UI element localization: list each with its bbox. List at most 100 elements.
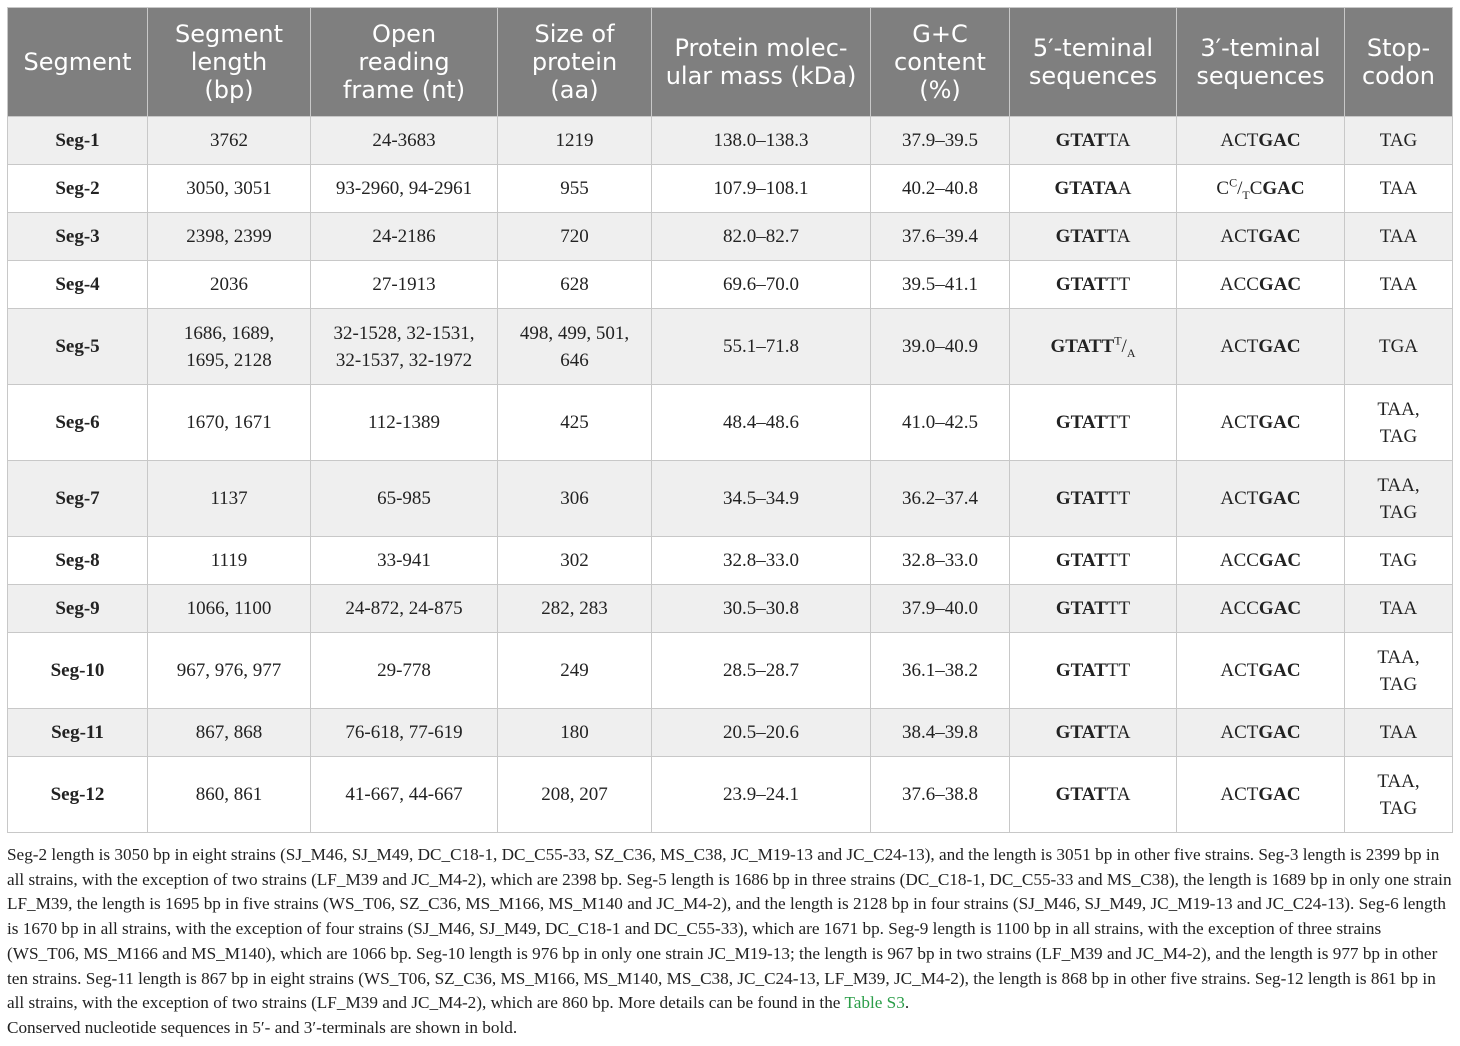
header-molecular-mass-line: Protein molec- — [674, 34, 848, 62]
cell-gc-content: 39.0–40.9 — [870, 308, 1010, 385]
variable-bases: ACT — [1220, 722, 1259, 743]
cell-segment-length-line: 1119 — [210, 550, 248, 571]
header-protein-size-line: protein — [531, 48, 618, 76]
cell-stop-codon-line: TAG — [1379, 425, 1418, 447]
variable-bases: ACT — [1220, 412, 1259, 433]
cell-segment: Seg-2 — [7, 164, 148, 213]
cell-orf-line: 32-1537, 32-1972 — [335, 349, 473, 371]
cell-orf: 112-1389 — [310, 384, 498, 461]
cell-three-terminal: ACTGAC — [1176, 460, 1345, 537]
cell-stop-codon-line: TAA — [1379, 274, 1418, 295]
variable-bases: TT — [1106, 550, 1131, 571]
cell-segment-length-line: 1137 — [210, 488, 248, 509]
header-five-terminal-line: 5′-teminal — [1032, 34, 1154, 62]
cell-protein-size-line: 180 — [560, 722, 589, 743]
table-row: Seg-5 1686, 1689, 1695, 2128 32-1528, 32-15… — [7, 308, 1453, 385]
variable-bases: TT — [1106, 660, 1131, 681]
cell-segment-length: 867, 868 — [147, 708, 311, 757]
cell-stop-codon: TAG — [1344, 116, 1453, 165]
variable-bases: ACT — [1220, 226, 1259, 247]
cell-segment: Seg-7 — [7, 460, 148, 537]
cell-orf: 24-872, 24-875 — [310, 584, 498, 633]
cell-segment: Seg-9 — [7, 584, 148, 633]
cell-segment-length: 3762 — [147, 116, 311, 165]
cell-segment-length: 1066, 1100 — [147, 584, 311, 633]
header-open-reading-frame-line: Open — [371, 20, 437, 48]
cell-orf: 41-667, 44-667 — [310, 756, 498, 833]
header-five-terminal-line: sequences — [1028, 62, 1158, 90]
cell-molecular-mass: 69.6–70.0 — [651, 260, 871, 309]
cell-gc-content: 37.6–39.4 — [870, 212, 1010, 261]
cell-protein-size: 180 — [497, 708, 652, 757]
cell-segment-length-line: 867, 868 — [195, 722, 263, 743]
table-row: Seg-8 1119 33-941 302 32.8–33.0 32.8–33.0 GTAT… — [7, 536, 1453, 585]
cell-orf-line: 27-1913 — [372, 274, 436, 295]
cell-protein-size: 306 — [497, 460, 652, 537]
table-row: Seg-4 2036 27-1913 628 69.6–70.0 39.5–41.1 GTA… — [7, 260, 1453, 309]
cell-segment-length-line: 1686, 1689, — [183, 322, 275, 344]
header-segment-length-line: Segment — [175, 20, 283, 48]
variable-bases: ACC — [1219, 550, 1259, 571]
cell-segment-length: 1119 — [147, 536, 311, 585]
cell-segment-length: 1670, 1671 — [147, 384, 311, 461]
cell-molecular-mass: 48.4–48.6 — [651, 384, 871, 461]
cell-orf-line: 24-2186 — [372, 226, 436, 247]
cell-gc-content: 37.6–38.8 — [870, 756, 1010, 833]
header-segment: Segment — [7, 7, 148, 117]
variable-bases: TA — [1106, 130, 1131, 151]
cell-five-terminal: GTATTT — [1009, 260, 1177, 309]
cell-molecular-mass: 32.8–33.0 — [651, 536, 871, 585]
header-protein-size: Size of protein (aa) — [497, 7, 652, 117]
header-segment-length-line: length — [190, 48, 268, 76]
cell-segment: Seg-8 — [7, 536, 148, 585]
variable-bases: ACT — [1220, 784, 1259, 805]
cell-molecular-mass: 138.0–138.3 — [651, 116, 871, 165]
cell-protein-size-line: 425 — [560, 412, 589, 433]
cell-protein-size: 955 — [497, 164, 652, 213]
cell-orf-line: 93-2960, 94-2961 — [335, 178, 473, 199]
cell-three-terminal: ACCGAC — [1176, 260, 1345, 309]
table-s3-link[interactable]: Table S3 — [844, 993, 905, 1013]
header-three-terminal-line: sequences — [1196, 62, 1325, 90]
variable-bases: ACT — [1220, 660, 1259, 681]
cell-protein-size-line: 955 — [560, 178, 589, 199]
header-stop-codon-line: Stop- — [1366, 34, 1431, 62]
cell-three-terminal: CC/TCGAC — [1176, 164, 1345, 213]
cell-molecular-mass: 23.9–24.1 — [651, 756, 871, 833]
conserved-bases: GTAT — [1055, 722, 1107, 743]
bold-note: Conserved nucleotide sequences in 5′- an… — [7, 1017, 518, 1037]
cell-segment-length-line: 2398, 2399 — [186, 226, 272, 247]
cell-orf-line: 76-618, 77-619 — [345, 722, 463, 743]
footnote-end: . — [904, 993, 910, 1013]
conserved-bases: GTAT — [1055, 274, 1107, 295]
cell-protein-size-line: 302 — [560, 550, 589, 571]
cell-stop-codon-line: TAG — [1379, 501, 1418, 523]
cell-orf: 29-778 — [310, 632, 498, 709]
cell-orf-line: 33-941 — [377, 550, 431, 571]
cell-segment-length-line: 967, 976, 977 — [176, 660, 282, 681]
variable-bases: ACT — [1220, 488, 1259, 509]
cell-segment-length: 2398, 2399 — [147, 212, 311, 261]
table-row: Seg-11 867, 868 76-618, 77-619 180 20.5–20.6… — [7, 708, 1453, 757]
header-segment-line: Segment — [23, 48, 132, 76]
cell-five-terminal: GTATTT/A — [1009, 308, 1177, 385]
table-notes: Seg-2 length is 3050 bp in eight strains… — [7, 843, 1455, 1041]
table-row: Seg-3 2398, 2399 24-2186 720 82.0–82.7 37.6–3… — [7, 212, 1453, 261]
cell-gc-content: 39.5–41.1 — [870, 260, 1010, 309]
cell-stop-codon: TAA — [1344, 212, 1453, 261]
cell-orf: 76-618, 77-619 — [310, 708, 498, 757]
cell-protein-size: 1219 — [497, 116, 652, 165]
cell-molecular-mass: 28.5–28.7 — [651, 632, 871, 709]
cell-three-terminal: ACCGAC — [1176, 536, 1345, 585]
cell-protein-size-line: 646 — [560, 349, 589, 371]
cell-segment: Seg-6 — [7, 384, 148, 461]
cell-segment-length-line: 860, 861 — [195, 784, 263, 805]
variable-bases: ACC — [1219, 274, 1259, 295]
variable-bases: TA — [1106, 784, 1131, 805]
cell-protein-size: 208, 207 — [497, 756, 652, 833]
cell-gc-content: 41.0–42.5 — [870, 384, 1010, 461]
cell-segment-length: 860, 861 — [147, 756, 311, 833]
conserved-bases: GAC — [1258, 488, 1301, 509]
cell-three-terminal: ACTGAC — [1176, 212, 1345, 261]
header-stop-codon: Stop-codon — [1344, 7, 1453, 117]
